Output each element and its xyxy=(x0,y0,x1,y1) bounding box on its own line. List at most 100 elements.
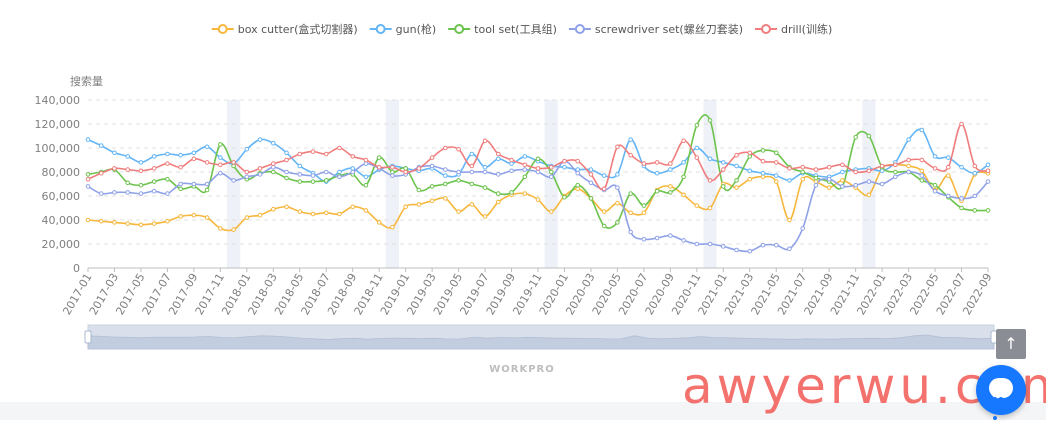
data-point xyxy=(257,166,263,171)
zoom-handle-left[interactable] xyxy=(84,330,92,344)
data-zoom-slider[interactable] xyxy=(84,324,998,350)
data-point xyxy=(416,187,422,193)
data-point xyxy=(85,217,91,223)
zoom-preview-area xyxy=(87,334,995,350)
chat-bubble-icon[interactable] xyxy=(976,365,1026,420)
y-tick-label: 120,000 xyxy=(35,118,81,131)
data-point xyxy=(495,156,501,162)
data-point xyxy=(720,167,726,172)
y-tick-label: 0 xyxy=(73,262,80,275)
data-point xyxy=(297,209,303,214)
legend-label: screwdriver set(螺丝刀套装) xyxy=(595,23,743,36)
data-point xyxy=(535,197,541,202)
data-point xyxy=(231,178,236,183)
data-point xyxy=(297,151,303,157)
data-point xyxy=(840,184,845,189)
data-point xyxy=(495,151,501,157)
data-point xyxy=(429,163,435,169)
data-point xyxy=(522,167,528,172)
data-point xyxy=(204,160,210,165)
data-point xyxy=(178,152,183,158)
data-point xyxy=(112,166,117,171)
data-point xyxy=(416,166,422,171)
data-point xyxy=(562,158,567,164)
data-point xyxy=(919,173,925,178)
data-point xyxy=(522,191,528,196)
legend-item-box-cutter[interactable]: box cutter(盒式切割器) xyxy=(211,22,358,36)
data-point xyxy=(482,164,488,170)
data-point xyxy=(681,192,686,198)
y-tick-label: 40,000 xyxy=(42,214,81,227)
legend-item-tool-set[interactable]: tool set(工具组) xyxy=(448,22,557,36)
data-point xyxy=(469,202,475,207)
data-point xyxy=(456,209,461,214)
data-point xyxy=(270,161,276,166)
data-point xyxy=(906,157,911,163)
data-point xyxy=(297,163,303,169)
data-point xyxy=(244,169,250,175)
legend-marker-icon xyxy=(760,24,771,34)
data-point xyxy=(403,169,408,175)
data-point xyxy=(800,169,806,175)
data-point xyxy=(509,168,514,174)
data-point xyxy=(363,161,369,166)
data-point xyxy=(628,137,633,142)
data-point xyxy=(562,194,567,200)
data-point xyxy=(522,174,528,180)
data-point xyxy=(522,162,528,168)
highlight-bands xyxy=(226,100,876,268)
data-point xyxy=(244,215,250,220)
legend-label: tool set(工具组) xyxy=(474,22,557,36)
data-point xyxy=(628,152,633,158)
x-axis-ticks: 2017-012017-032017-052017-072017-092017-… xyxy=(60,268,995,317)
data-point xyxy=(972,163,978,169)
data-point xyxy=(760,174,766,180)
data-point xyxy=(787,178,792,183)
data-point xyxy=(125,221,131,226)
data-point xyxy=(429,155,435,160)
data-point xyxy=(218,155,223,160)
data-point xyxy=(800,176,806,182)
legend-item-drill[interactable]: drill(训练) xyxy=(754,22,832,36)
data-point xyxy=(945,164,951,170)
data-point xyxy=(826,176,832,182)
data-point xyxy=(681,138,686,144)
data-point xyxy=(85,184,91,189)
data-point xyxy=(945,173,951,178)
data-point xyxy=(972,170,978,176)
arrow-up-icon[interactable]: ↑ xyxy=(996,329,1026,359)
data-point xyxy=(932,154,938,159)
data-point xyxy=(747,248,753,254)
data-point xyxy=(138,168,144,174)
data-point xyxy=(165,161,170,166)
data-point xyxy=(601,186,607,192)
data-point xyxy=(310,149,316,154)
data-point xyxy=(284,169,289,175)
data-point xyxy=(893,162,898,168)
data-point xyxy=(495,191,501,196)
data-point xyxy=(178,186,183,192)
data-point xyxy=(284,150,289,156)
data-point xyxy=(469,163,475,169)
data-point xyxy=(125,167,131,172)
data-point xyxy=(165,218,170,224)
data-point xyxy=(575,170,581,176)
data-point xyxy=(125,190,131,195)
data-point xyxy=(469,169,475,175)
legend-item-gun[interactable]: gun(枪) xyxy=(369,22,437,36)
data-point xyxy=(429,184,435,189)
data-point xyxy=(813,167,819,172)
data-point xyxy=(469,151,475,157)
data-point xyxy=(747,168,753,174)
data-point xyxy=(125,180,131,186)
data-point xyxy=(919,157,925,163)
legend-item-screwdriver-set[interactable]: screwdriver set(螺丝刀套装) xyxy=(568,23,743,36)
data-point xyxy=(257,212,263,218)
data-point xyxy=(588,172,594,177)
legend[interactable]: box cutter(盒式切割器) gun(枪) tool set(工具组) scre… xyxy=(211,22,833,36)
data-point xyxy=(178,214,183,219)
data-point xyxy=(98,143,104,148)
data-point xyxy=(270,140,276,146)
data-point xyxy=(694,155,700,160)
data-point xyxy=(204,187,210,193)
